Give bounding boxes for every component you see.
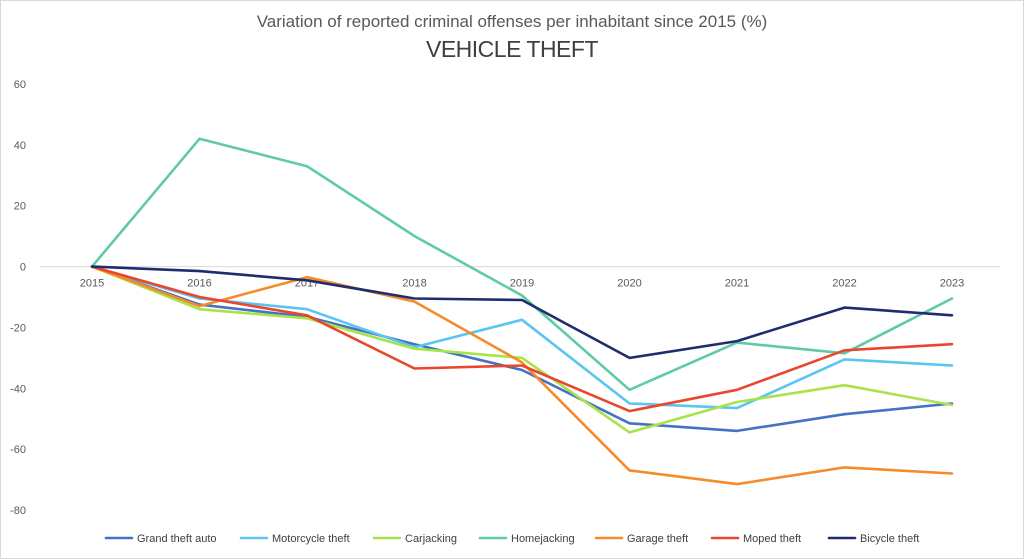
series-line	[90, 265, 954, 434]
x-tick-label: 2015	[80, 278, 104, 290]
x-tick-label: 2019	[510, 278, 534, 290]
y-tick-label: -60	[10, 444, 26, 456]
x-tick-label: 2016	[187, 278, 211, 290]
y-tick-label: 40	[14, 140, 26, 152]
legend-label: Bicycle theft	[860, 533, 919, 545]
series-lines	[90, 137, 954, 486]
series-line	[90, 265, 954, 433]
legend-label: Carjacking	[405, 533, 457, 545]
x-tick-label: 2021	[725, 278, 749, 290]
y-tick-label: -40	[10, 383, 26, 395]
x-axis: 2015 2016 2017 2018 2019 2020 2021 2022 2023	[80, 278, 964, 290]
legend-label: Moped theft	[743, 533, 801, 545]
y-tick-label: 20	[14, 201, 26, 213]
legend-label: Garage theft	[627, 533, 688, 545]
x-tick-label: 2022	[832, 278, 856, 290]
x-tick-label: 2020	[617, 278, 641, 290]
legend: Grand theft auto Motorcycle theft Carjacki…	[104, 533, 919, 545]
y-axis: 60 40 20 0 -20 -40 -60 -80	[10, 79, 26, 517]
x-tick-label: 2023	[940, 278, 964, 290]
y-tick-label: -20	[10, 322, 26, 334]
chart-title: VEHICLE THEFT	[426, 36, 599, 62]
chart-subtitle: Variation of reported criminal offenses …	[256, 12, 768, 31]
series-line	[90, 265, 954, 360]
legend-label: Grand theft auto	[137, 533, 217, 545]
legend-label: Homejacking	[511, 533, 575, 545]
legend-label: Motorcycle theft	[272, 533, 350, 545]
y-tick-label: 0	[20, 262, 26, 274]
series-line	[90, 265, 954, 486]
x-tick-label: 2018	[402, 278, 426, 290]
series-line	[90, 137, 954, 392]
y-tick-label: 60	[14, 79, 26, 91]
y-tick-label: -80	[10, 505, 26, 517]
series-line	[90, 265, 954, 413]
